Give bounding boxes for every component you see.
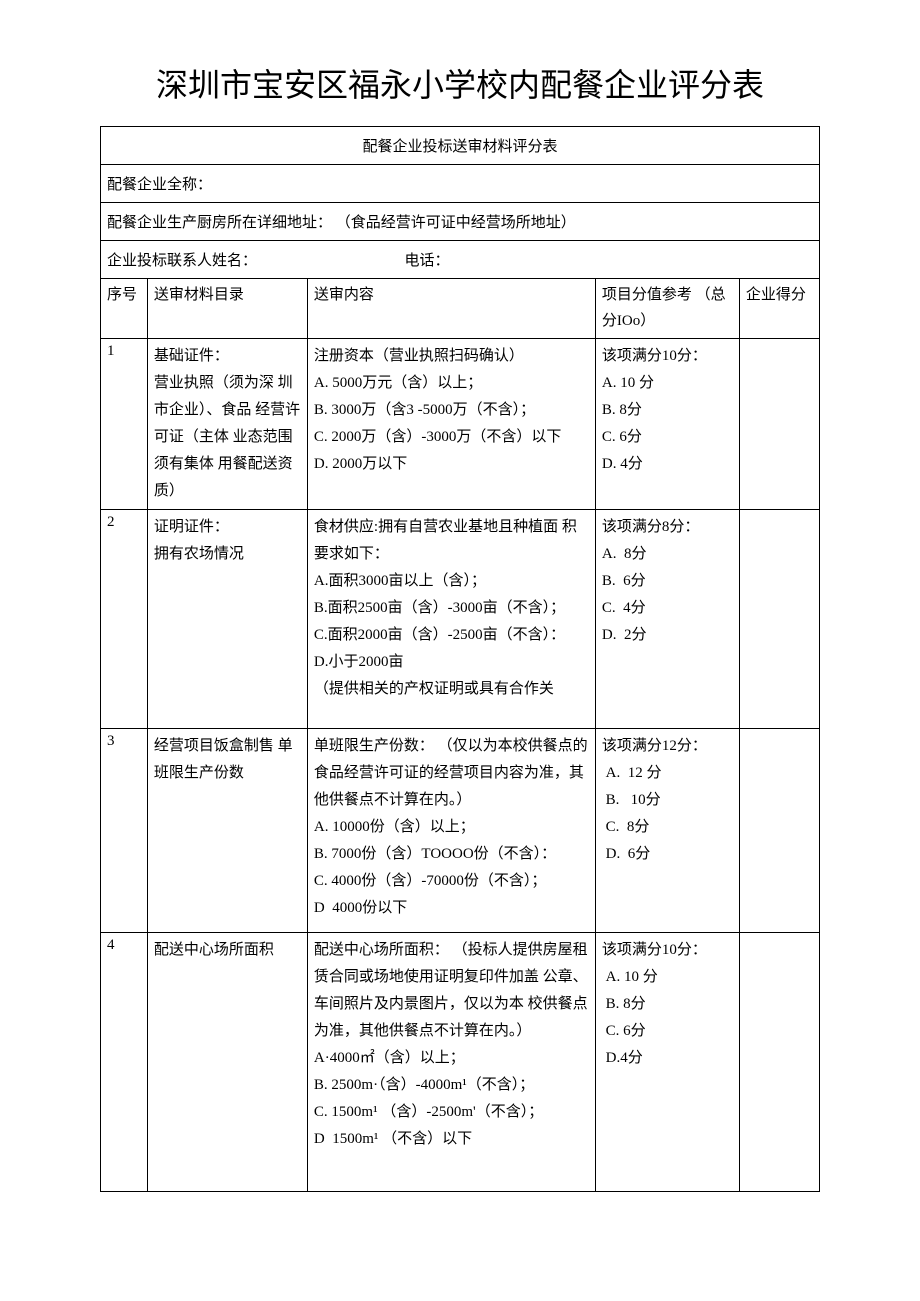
col-header-ref: 项目分值参考 （总分IOo） (595, 279, 739, 339)
address-row: 配餐企业生产厨房所在详细地址： （食品经营许可证中经营场所地址） (101, 203, 820, 241)
cell-content: 注册资本（营业执照扫码确认） A. 5000万元（含）以上； B. 3000万（… (307, 339, 595, 510)
cell-no: 2 (101, 510, 148, 729)
cell-ref: 该项满分12分： A. 12 分 B. 10分 C. 8分 D. 6分 (595, 729, 739, 933)
cell-content: 单班限生产份数： （仅以为本校供餐点的食品经营许可证的经营项目内容为准，其他供餐… (307, 729, 595, 933)
table-row: 1 基础证件： 营业执照（须为深 圳市企业）、食品 经营许可证（主体 业态范围须… (101, 339, 820, 510)
cell-no: 4 (101, 933, 148, 1192)
cell-ref: 该项满分10分： A. 10 分 B. 8分 C. 6分 D. 4分 (595, 339, 739, 510)
table-row: 3 经营项目饭盒制售 单班限生产份数 单班限生产份数： （仅以为本校供餐点的食品… (101, 729, 820, 933)
cell-no: 1 (101, 339, 148, 510)
company-name-row: 配餐企业全称： (101, 165, 820, 203)
col-header-score: 企业得分 (739, 279, 819, 339)
cell-no: 3 (101, 729, 148, 933)
col-header-cat: 送审材料目录 (147, 279, 307, 339)
table-row: 4 配送中心场所面积 配送中心场所面积： （投标人提供房屋租赁合同或场地使用证明… (101, 933, 820, 1192)
cell-cat: 基础证件： 营业执照（须为深 圳市企业）、食品 经营许可证（主体 业态范围须有集… (147, 339, 307, 510)
scoring-table: 配餐企业投标送审材料评分表 配餐企业全称： 配餐企业生产厨房所在详细地址： （食… (100, 126, 820, 1192)
col-header-content: 送审内容 (307, 279, 595, 339)
table-subtitle: 配餐企业投标送审材料评分表 (101, 127, 820, 165)
col-header-no: 序号 (101, 279, 148, 339)
page-title: 深圳市宝安区福永小学校内配餐企业评分表 (100, 60, 820, 106)
cell-score (739, 729, 819, 933)
phone-label: 电话： (405, 253, 450, 269)
contact-label: 企业投标联系人姓名： (107, 253, 257, 269)
contact-row: 企业投标联系人姓名： 电话： (101, 241, 820, 279)
cell-cat: 配送中心场所面积 (147, 933, 307, 1192)
cell-score (739, 510, 819, 729)
cell-cat: 经营项目饭盒制售 单班限生产份数 (147, 729, 307, 933)
cell-ref: 该项满分8分： A. 8分 B. 6分 C. 4分 D. 2分 (595, 510, 739, 729)
cell-ref: 该项满分10分： A. 10 分 B. 8分 C. 6分 D.4分 (595, 933, 739, 1192)
cell-score (739, 933, 819, 1192)
cell-content: 食材供应:拥有自营农业基地且种植面 积要求如下： A.面积3000亩以上（含）；… (307, 510, 595, 729)
cell-score (739, 339, 819, 510)
table-row: 2 证明证件： 拥有农场情况 食材供应:拥有自营农业基地且种植面 积要求如下： … (101, 510, 820, 729)
cell-content: 配送中心场所面积： （投标人提供房屋租赁合同或场地使用证明复印件加盖 公章、车间… (307, 933, 595, 1192)
cell-cat: 证明证件： 拥有农场情况 (147, 510, 307, 729)
